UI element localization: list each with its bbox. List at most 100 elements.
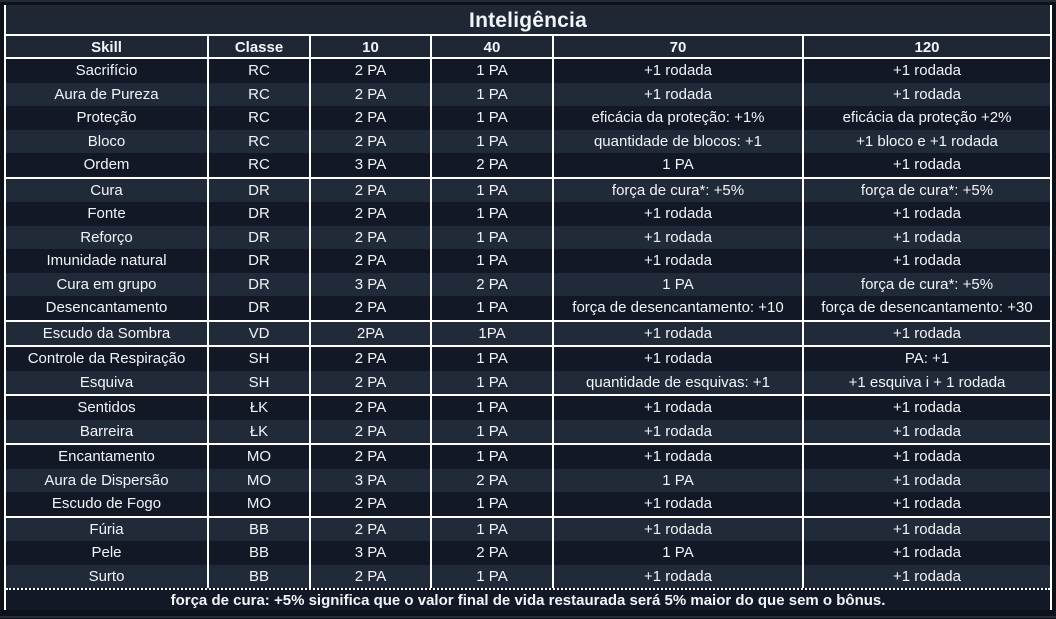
skill-cell: Proteção xyxy=(76,109,137,126)
value-70-cell: +1 rodada xyxy=(552,249,802,273)
value-70-cell: 1 PA xyxy=(552,272,802,296)
classe-cell: MO xyxy=(207,468,309,492)
value-120-cell: +1 rodada xyxy=(802,517,1050,541)
skill-cell: Reforço xyxy=(80,228,133,246)
classe-cell: BB xyxy=(207,564,309,588)
classe-cell: ŁK xyxy=(207,396,309,420)
value-70-cell: +1 rodada xyxy=(552,492,802,516)
value-70-cell: +1 rodada xyxy=(552,202,802,226)
value-120-cell: +1 bloco e +1 rodada xyxy=(802,129,1050,153)
value-70-cell: +1 rodada xyxy=(552,225,802,249)
value-40-cell: 2 PA xyxy=(430,153,552,177)
table-row: Ordem RC 3 PA 2 PA 1 PA +1 rodada xyxy=(6,153,1050,177)
value-120-cell: +1 esquiva i + 1 rodada xyxy=(802,370,1050,394)
table-row: Sentidos ŁK 2 PA 1 PA +1 rodada +1 rodada xyxy=(6,396,1050,420)
classe-cell: RC xyxy=(207,106,309,130)
value-70-cell: +1 rodada xyxy=(552,59,802,83)
value-40-cell: 2 PA xyxy=(430,541,552,565)
value-40-cell: 1 PA xyxy=(430,249,552,273)
value-10-cell: 2PA xyxy=(309,321,430,345)
value-70-cell: força de cura*: +5% xyxy=(552,178,802,202)
classe-cell: DR xyxy=(207,296,309,320)
value-120-cell: +1 rodada xyxy=(802,564,1050,588)
value-70-cell: +1 rodada xyxy=(552,517,802,541)
header-classe: Classe xyxy=(207,36,309,57)
classe-cell: BB xyxy=(207,541,309,565)
value-70-cell: +1 rodada xyxy=(552,419,802,443)
skill-group-3: Escudo da Sombra VD 2PA 1PA +1 rodada +1 roda… xyxy=(6,319,1050,345)
value-120-cell: +1 rodada xyxy=(802,419,1050,443)
skill-cell: Esquiva xyxy=(79,373,134,391)
value-40-cell: 1 PA xyxy=(430,347,552,371)
top-accent-line xyxy=(0,0,1056,2)
value-70-cell: quantidade de blocos: +1 xyxy=(552,129,802,153)
table-row: Escudo da Sombra VD 2PA 1PA +1 rodada +1 roda… xyxy=(6,321,1050,345)
value-40-cell: 1 PA xyxy=(430,106,552,130)
value-40-cell: 1 PA xyxy=(430,296,552,320)
skill-cell: Fonte xyxy=(87,205,126,222)
classe-cell: BB xyxy=(207,517,309,541)
value-10-cell: 2 PA xyxy=(309,347,430,371)
value-120-cell: +1 rodada xyxy=(802,202,1050,226)
classe-cell: DR xyxy=(207,249,309,273)
value-70-cell: eficácia da proteção: +1% xyxy=(552,106,802,130)
header-10: 10 xyxy=(309,36,430,57)
skill-cell: Controle da Respiração xyxy=(27,350,186,367)
skill-group-1: Sacrifício RC 2 PA 1 PA +1 rodada +1 rodada Au… xyxy=(6,59,1050,177)
value-40-cell: 1 PA xyxy=(430,225,552,249)
value-10-cell: 2 PA xyxy=(309,419,430,443)
value-70-cell: 1 PA xyxy=(552,468,802,492)
classe-cell: VD xyxy=(207,321,309,345)
skill-cell: Sacrifício xyxy=(75,62,138,79)
value-120-cell: +1 rodada xyxy=(802,445,1050,469)
table-row: Cura em grupo DR 3 PA 2 PA 1 PA força de cura… xyxy=(6,272,1050,296)
value-120-cell: +1 rodada xyxy=(802,225,1050,249)
value-70-cell: +1 rodada xyxy=(552,347,802,371)
skill-cell: Imunidade natural xyxy=(46,252,167,269)
value-10-cell: 2 PA xyxy=(309,370,430,394)
value-40-cell: 1 PA xyxy=(430,178,552,202)
value-10-cell: 3 PA xyxy=(309,153,430,177)
skill-cell: Desencantamento xyxy=(45,299,168,316)
skill-cell: Aura de Dispersão xyxy=(44,471,169,489)
classe-cell: DR xyxy=(207,272,309,296)
table-row: Imunidade natural DR 2 PA 1 PA +1 rodada +1 r… xyxy=(6,249,1050,273)
table-row: Escudo de Fogo MO 2 PA 1 PA +1 rodada +1 roda… xyxy=(6,492,1050,516)
value-70-cell: +1 rodada xyxy=(552,396,802,420)
value-70-cell: +1 rodada xyxy=(552,321,802,345)
table-row: Reforço DR 2 PA 1 PA +1 rodada +1 rodada xyxy=(6,225,1050,249)
value-40-cell: 1 PA xyxy=(430,396,552,420)
value-70-cell: força de desencantamento: +10 xyxy=(552,296,802,320)
table-footnote: força de cura: +5% significa que o valor… xyxy=(6,588,1050,610)
value-10-cell: 3 PA xyxy=(309,541,430,565)
classe-cell: MO xyxy=(207,492,309,516)
header-70: 70 xyxy=(552,36,802,57)
value-120-cell: +1 rodada xyxy=(802,82,1050,106)
value-70-cell: quantidade de esquivas: +1 xyxy=(552,370,802,394)
header-40: 40 xyxy=(430,36,552,57)
value-120-cell: força de cura*: +5% xyxy=(802,272,1050,296)
table-row: Desencantamento DR 2 PA 1 PA força de desenc… xyxy=(6,296,1050,320)
value-40-cell: 1 PA xyxy=(430,445,552,469)
value-120-cell: +1 rodada xyxy=(802,249,1050,273)
value-120-cell: PA: +1 xyxy=(802,347,1050,371)
table-row: Surto BB 2 PA 1 PA +1 rodada +1 rodada xyxy=(6,564,1050,588)
table-row: Cura DR 2 PA 1 PA força de cura*: +5% força d… xyxy=(6,178,1050,202)
classe-cell: ŁK xyxy=(207,419,309,443)
value-40-cell: 1 PA xyxy=(430,59,552,83)
skill-cell: Ordem xyxy=(83,156,130,173)
classe-cell: RC xyxy=(207,129,309,153)
table-header-row: Skill Classe 10 40 70 120 xyxy=(6,36,1050,59)
skill-cell: Aura de Pureza xyxy=(54,85,159,103)
value-10-cell: 2 PA xyxy=(309,225,430,249)
intelligence-table: Inteligência Skill Classe 10 40 70 120 S… xyxy=(4,5,1052,610)
value-40-cell: 1 PA xyxy=(430,419,552,443)
skill-group-4: Controle da Respiração SH 2 PA 1 PA +1 rodad… xyxy=(6,345,1050,394)
classe-cell: RC xyxy=(207,82,309,106)
value-40-cell: 2 PA xyxy=(430,468,552,492)
value-120-cell: força de cura*: +5% xyxy=(802,178,1050,202)
value-10-cell: 2 PA xyxy=(309,129,430,153)
value-70-cell: +1 rodada xyxy=(552,82,802,106)
value-40-cell: 1 PA xyxy=(430,202,552,226)
skill-cell: Cura xyxy=(90,181,123,199)
